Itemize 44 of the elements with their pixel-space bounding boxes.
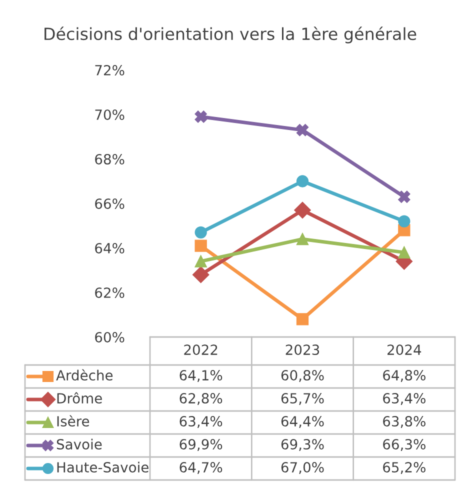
data-label: 65,2% (383, 462, 426, 474)
data-label: 62,8% (180, 393, 222, 405)
data-label: 64,8% (383, 370, 426, 382)
legend-label: Drôme (57, 392, 102, 404)
data-label: 69,9% (180, 439, 222, 451)
point (296, 124, 309, 136)
data-label: 60,8% (281, 370, 324, 382)
data-label: 67,0% (281, 462, 324, 474)
y-tick-label: 64% (95, 242, 124, 254)
point (194, 255, 207, 268)
x-tick-label: 2022 (184, 344, 218, 356)
data-label: 65,7% (281, 393, 324, 405)
point (296, 175, 309, 188)
legend-label: Haute-Savoie (57, 462, 148, 473)
x-tick-label: 2023 (286, 344, 320, 356)
y-tick-label: 60% (95, 332, 124, 342)
y-tick-label: 70% (95, 109, 124, 120)
point (194, 240, 207, 252)
legend-label: Savoie (56, 438, 102, 450)
point (296, 233, 309, 246)
x-tick-label: 2024 (388, 344, 422, 356)
y-tick-label: 62% (95, 287, 124, 298)
data-label: 63,4% (383, 393, 426, 405)
legend-label: Ardèche (56, 369, 113, 381)
chart-title: Décisions d'orientation vers la 1ère générale (44, 26, 416, 44)
y-tick-label: 66% (95, 198, 124, 209)
y-tick-label: 72% (95, 64, 124, 76)
data-label: 66,3% (383, 439, 426, 451)
point (194, 226, 207, 238)
data-label: 64,4% (281, 416, 324, 428)
point (398, 215, 410, 228)
point (398, 190, 410, 203)
data-label: 64,7% (180, 462, 222, 474)
data-label: 64,1% (180, 370, 222, 382)
legend-label: Isère (57, 415, 90, 427)
point (192, 266, 210, 284)
y-tick-label: 68% (95, 154, 124, 164)
data-label: 63,4% (180, 416, 222, 428)
point (398, 246, 410, 259)
data-label: 69,3% (281, 439, 324, 451)
data-label: 63,8% (383, 416, 426, 428)
point (194, 110, 207, 123)
point (296, 313, 309, 326)
point (294, 202, 311, 219)
